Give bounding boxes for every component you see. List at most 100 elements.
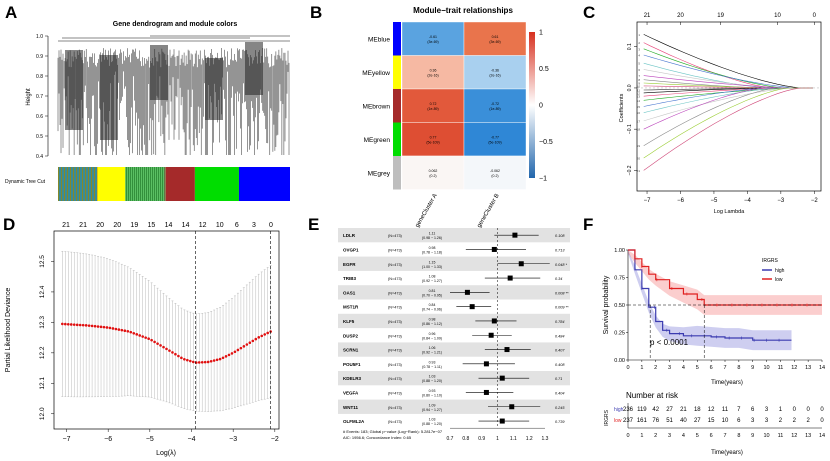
forest-ci: (0.88 − 1.20) [422, 422, 442, 426]
cv-point [168, 349, 171, 352]
dendrogram-ytick-label: 0.4 [36, 154, 43, 160]
cv-point [230, 352, 234, 355]
cv-ytick: 12.2 [39, 346, 46, 359]
heatmap-cell-r: 0.062 [429, 169, 438, 173]
lasso-path-index: 19 [637, 144, 641, 148]
lasso-path-xlabel: Log Lambda [714, 209, 746, 215]
forest-ci: (0.98 − 1.26) [422, 236, 442, 240]
cv-point [227, 353, 231, 357]
risk-low-label: low [614, 418, 622, 424]
risk-low-count: 2 [779, 418, 783, 424]
forest-hr: 0.93 [429, 389, 436, 393]
forest-ci: (0.94 − 1.27) [422, 408, 442, 412]
color-bar-stripe [131, 167, 132, 201]
heatmap-cell-r: -0.062 [490, 169, 500, 173]
forest-gene-n: (N=473) [388, 420, 403, 424]
cv-point [102, 325, 106, 329]
color-bar-stripe [163, 167, 164, 201]
risk-low-count: 161 [637, 418, 648, 424]
color-bar-stripe [66, 167, 67, 201]
color-bar-stripe [154, 167, 155, 201]
cv-point [120, 328, 124, 332]
cv-point [147, 337, 150, 341]
legend-tick: −0.5 [539, 139, 553, 146]
color-bar-stripe [162, 167, 163, 201]
km-legend-high: high [775, 268, 785, 274]
dendrogram-cluster-2 [150, 45, 168, 100]
cv-top-tick: 0 [269, 222, 273, 229]
risk-xtick: 7 [723, 433, 726, 439]
color-bar-stripe [129, 167, 130, 201]
forest-xtick: 0.7 [447, 436, 454, 442]
km-curve-high [628, 249, 792, 341]
lasso-path-index: 5 [638, 62, 640, 66]
color-bar-stripe [84, 167, 85, 201]
cv-point [81, 323, 85, 327]
cv-xtick: −7 [63, 436, 71, 443]
lasso-path-index: 7 [638, 74, 640, 78]
forest-gene-n: (N=473) [388, 363, 403, 367]
cv-plot-frame [53, 230, 280, 430]
forest-gene-name: DUSP2 [343, 333, 359, 338]
risk-xtick: 3 [668, 433, 671, 439]
color-bar-stripe [95, 167, 96, 201]
column-label: geneCluster B [477, 193, 501, 229]
color-bar-stripe [77, 167, 78, 201]
color-bar-stripe [58, 167, 59, 201]
heatmap-cell [463, 55, 527, 90]
forest-ci: (0.74 − 0.96) [422, 308, 442, 312]
forest-pvalue: 0.108 [555, 234, 565, 238]
legend-bar [529, 32, 535, 178]
cv-point [194, 361, 198, 364]
dendrogram-ylabel: Height [26, 88, 32, 106]
color-bar-stripe [137, 167, 138, 201]
color-bar-stripe [150, 167, 151, 201]
color-bar-stripe [135, 167, 136, 201]
panel-c: C 21 20 19 10 0 −7 −6 −5 −4 −3 −2 0.10.0−0.1−0.2 … [583, 3, 822, 215]
color-bar-stripe [82, 167, 83, 201]
row-swatch-MEgreen [393, 122, 401, 156]
legend-tick: −1 [539, 176, 547, 183]
lasso-path-index: 11 [637, 89, 640, 93]
forest-hr: 1.09 [429, 403, 436, 407]
km-axes: 1.000.750.500.250.000 1 2 3 4 5 6 7 8 9 10 11 12 13 14 [614, 248, 825, 371]
color-bar-stripe [86, 167, 87, 201]
cv-top-tick: 12 [199, 222, 207, 229]
risk-high-count: 119 [637, 407, 647, 413]
cv-xtick: −3 [229, 436, 237, 443]
forest-estimate [499, 375, 505, 381]
color-bar-stripe [139, 167, 140, 201]
cv-top-tick: 14 [165, 222, 173, 229]
cv-point [245, 343, 249, 346]
heatmap-cell-r: 0.77 [430, 135, 437, 139]
km-xtick: 13 [805, 365, 811, 371]
color-bar-stripe [88, 167, 89, 201]
heatmap-cell-p: (0.2) [429, 174, 436, 178]
cv-point [132, 331, 136, 335]
cv-ytick: 12.1 [39, 377, 46, 390]
row-label-MEgreen: MEgreen [364, 137, 391, 144]
cv-point [99, 325, 103, 329]
color-bar-segment-brown [164, 167, 195, 201]
cv-point [78, 323, 82, 327]
forest-gene-n: (N=473) [388, 320, 403, 324]
cv-point [84, 324, 88, 327]
cv-point [257, 336, 261, 339]
forest-estimate [483, 389, 489, 395]
color-bar-stripe [65, 167, 66, 201]
risk-low-count: 15 [708, 418, 715, 424]
forest-hr: 1.08 [429, 275, 436, 279]
cv-point [218, 357, 222, 361]
risk-high-count: 0 [820, 407, 824, 413]
risk-high-count: 7 [737, 407, 741, 413]
cv-top-tick: 21 [62, 222, 70, 229]
km-ylabel: Survival probability [603, 275, 610, 334]
color-bar-stripe [145, 167, 146, 201]
module-color-bar [58, 167, 290, 201]
color-bar-stripe [85, 167, 86, 201]
heatmap-cell [463, 88, 527, 123]
color-bar-stripe [74, 167, 75, 201]
dendrogram-cluster-0 [65, 50, 83, 130]
